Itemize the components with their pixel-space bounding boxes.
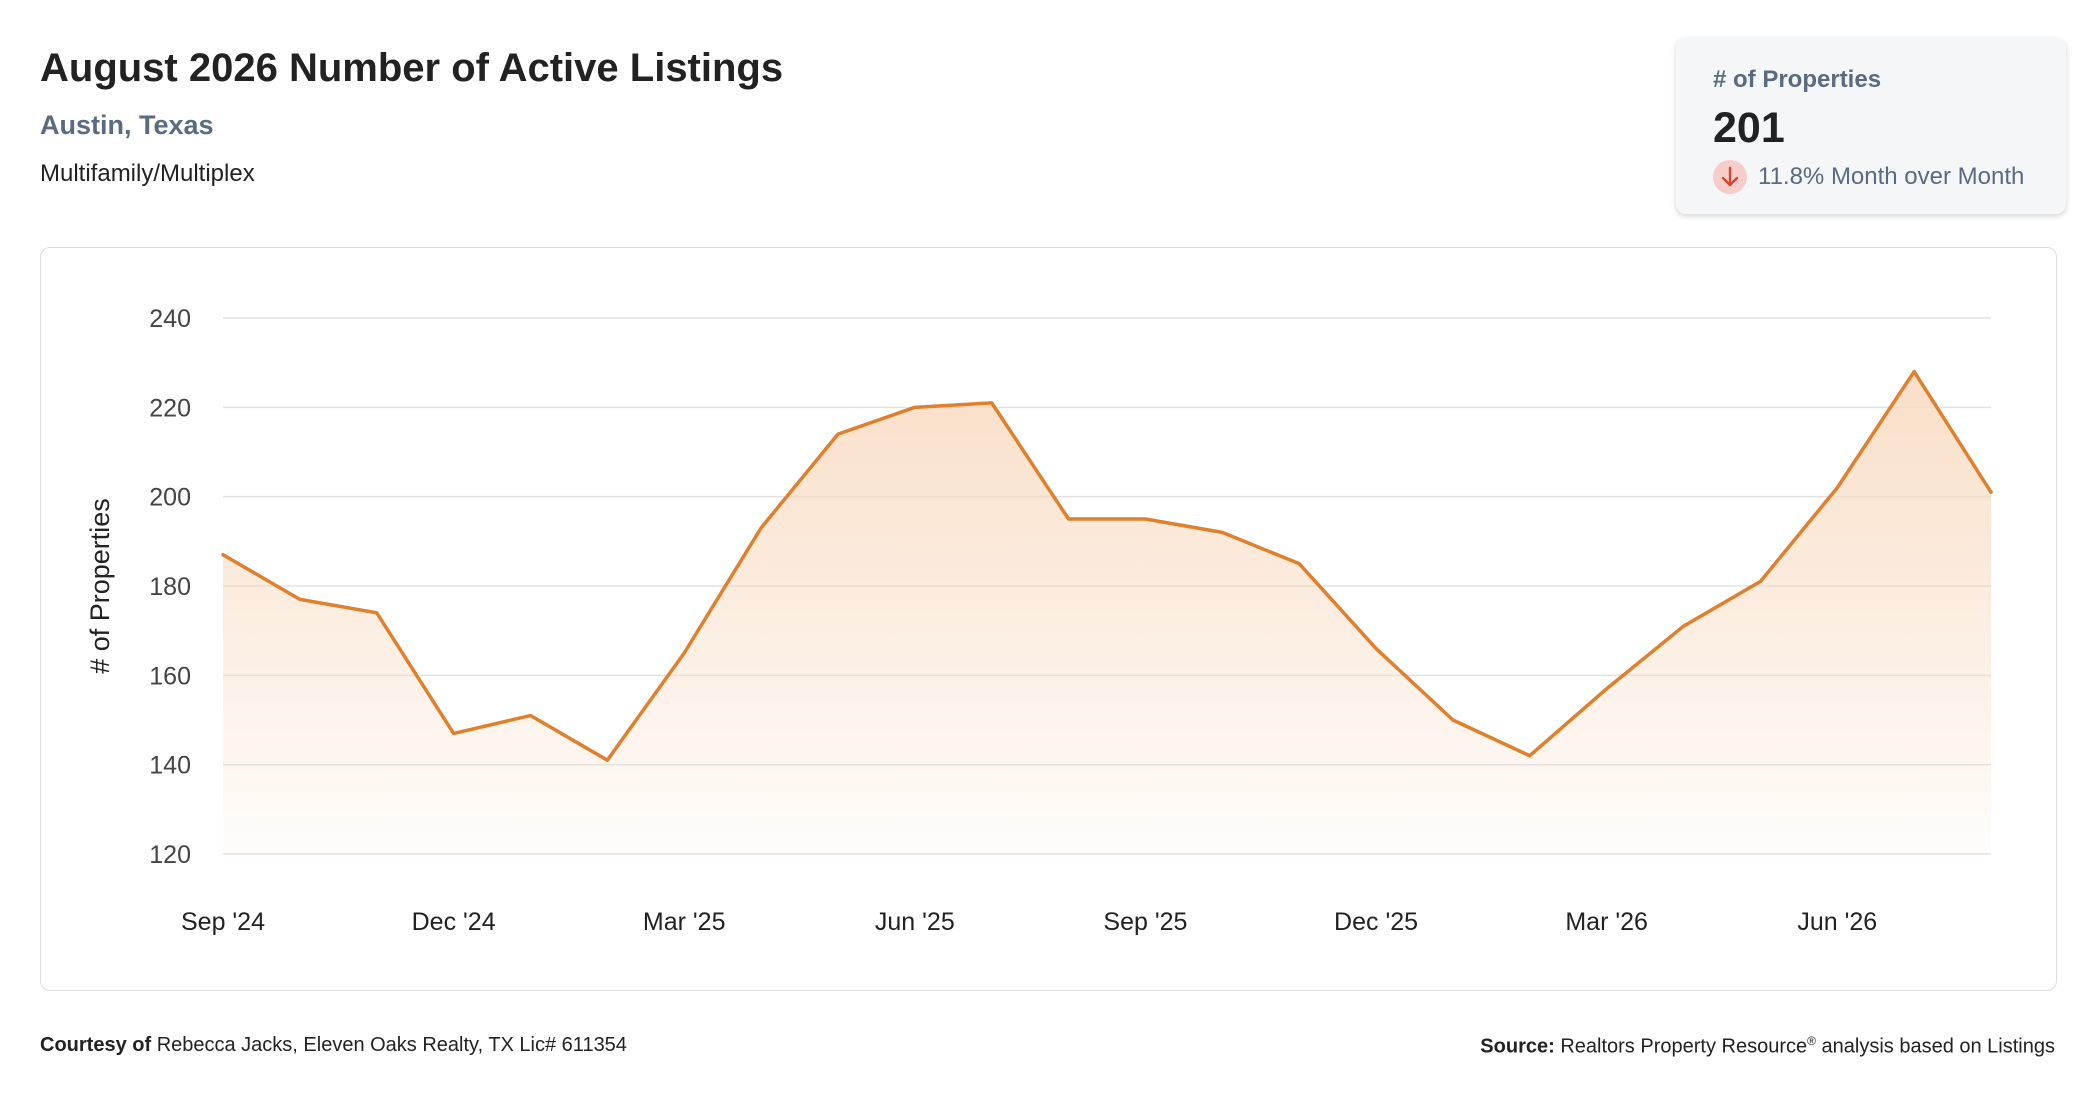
data-point: [1142, 516, 1148, 522]
x-tick-label: Mar '25: [643, 908, 726, 936]
data-point: [604, 757, 610, 763]
y-axis-label: # of Properties: [85, 498, 115, 674]
data-point: [1296, 561, 1302, 567]
stat-card: # of Properties 201 11.8% Month over Mon…: [1676, 38, 2066, 214]
y-tick-label: 120: [149, 841, 191, 869]
data-point: [1834, 485, 1840, 491]
data-point: [1527, 753, 1533, 759]
courtesy-footer: Courtesy of Rebecca Jacks, Eleven Oaks R…: [40, 1034, 627, 1057]
series-line: [221, 369, 1993, 762]
source-text-tail: analysis based on Listings: [1815, 1035, 2056, 1058]
page-title: August 2026 Number of Active Listings: [40, 46, 784, 90]
line-chart: 120 140 160 180 200 220 240 # of Properties Sep …: [85, 305, 1994, 936]
property-type-label: Multifamily/Multiplex: [40, 160, 255, 187]
data-point: [297, 596, 303, 602]
data-point: [220, 552, 226, 558]
data-point: [1066, 516, 1072, 522]
arrow-down-icon: [1713, 160, 1747, 194]
courtesy-text: Rebecca Jacks, Eleven Oaks Realty, TX Li…: [156, 1034, 627, 1056]
registered-mark: ®: [1807, 1034, 1816, 1048]
stat-change-text: 11.8% Month over Month: [1758, 163, 2025, 190]
data-point: [1219, 529, 1225, 535]
data-point: [1911, 369, 1917, 375]
stat-change: 11.8% Month over Month: [1713, 160, 2024, 194]
data-point: [1373, 646, 1379, 652]
chart-container: 120 140 160 180 200 220 240 # of Properties Sep …: [40, 247, 2057, 991]
data-point: [681, 650, 687, 656]
x-tick-label: Jun '26: [1797, 908, 1877, 936]
location-subtitle: Austin, Texas: [40, 110, 214, 140]
source-footer: Source: Realtors Property Resource® anal…: [1480, 1034, 2055, 1059]
y-tick-label: 160: [149, 662, 191, 690]
data-point: [835, 431, 841, 437]
x-tick-label: Sep '25: [1103, 908, 1187, 936]
stat-label: # of Properties: [1713, 66, 1882, 93]
data-point: [1681, 623, 1687, 629]
data-point: [451, 730, 457, 736]
source-text: Realtors Property Resource: [1560, 1035, 1808, 1058]
data-point: [1757, 579, 1763, 585]
data-point: [1604, 686, 1610, 692]
x-tick-label: Dec '24: [412, 908, 496, 936]
source-label: Source:: [1480, 1035, 1555, 1058]
data-point: [989, 400, 995, 406]
courtesy-label: Courtesy of: [40, 1034, 152, 1056]
data-point: [527, 713, 533, 719]
y-tick-label: 200: [149, 484, 191, 512]
data-point: [1988, 489, 1994, 495]
x-tick-label: Dec '25: [1334, 908, 1418, 936]
data-point: [758, 525, 764, 531]
y-tick-label: 240: [149, 305, 191, 333]
data-point: [1450, 717, 1456, 723]
x-tick-label: Sep '24: [181, 908, 265, 936]
y-tick-label: 140: [149, 752, 191, 780]
y-tick-label: 220: [149, 394, 191, 422]
stat-value: 201: [1713, 104, 1785, 152]
x-tick-label: Mar '26: [1565, 908, 1648, 936]
x-tick-label: Jun '25: [875, 908, 955, 936]
data-point: [912, 404, 918, 410]
y-tick-label: 180: [149, 573, 191, 601]
data-point: [374, 610, 380, 616]
series-area: [223, 371, 1991, 854]
